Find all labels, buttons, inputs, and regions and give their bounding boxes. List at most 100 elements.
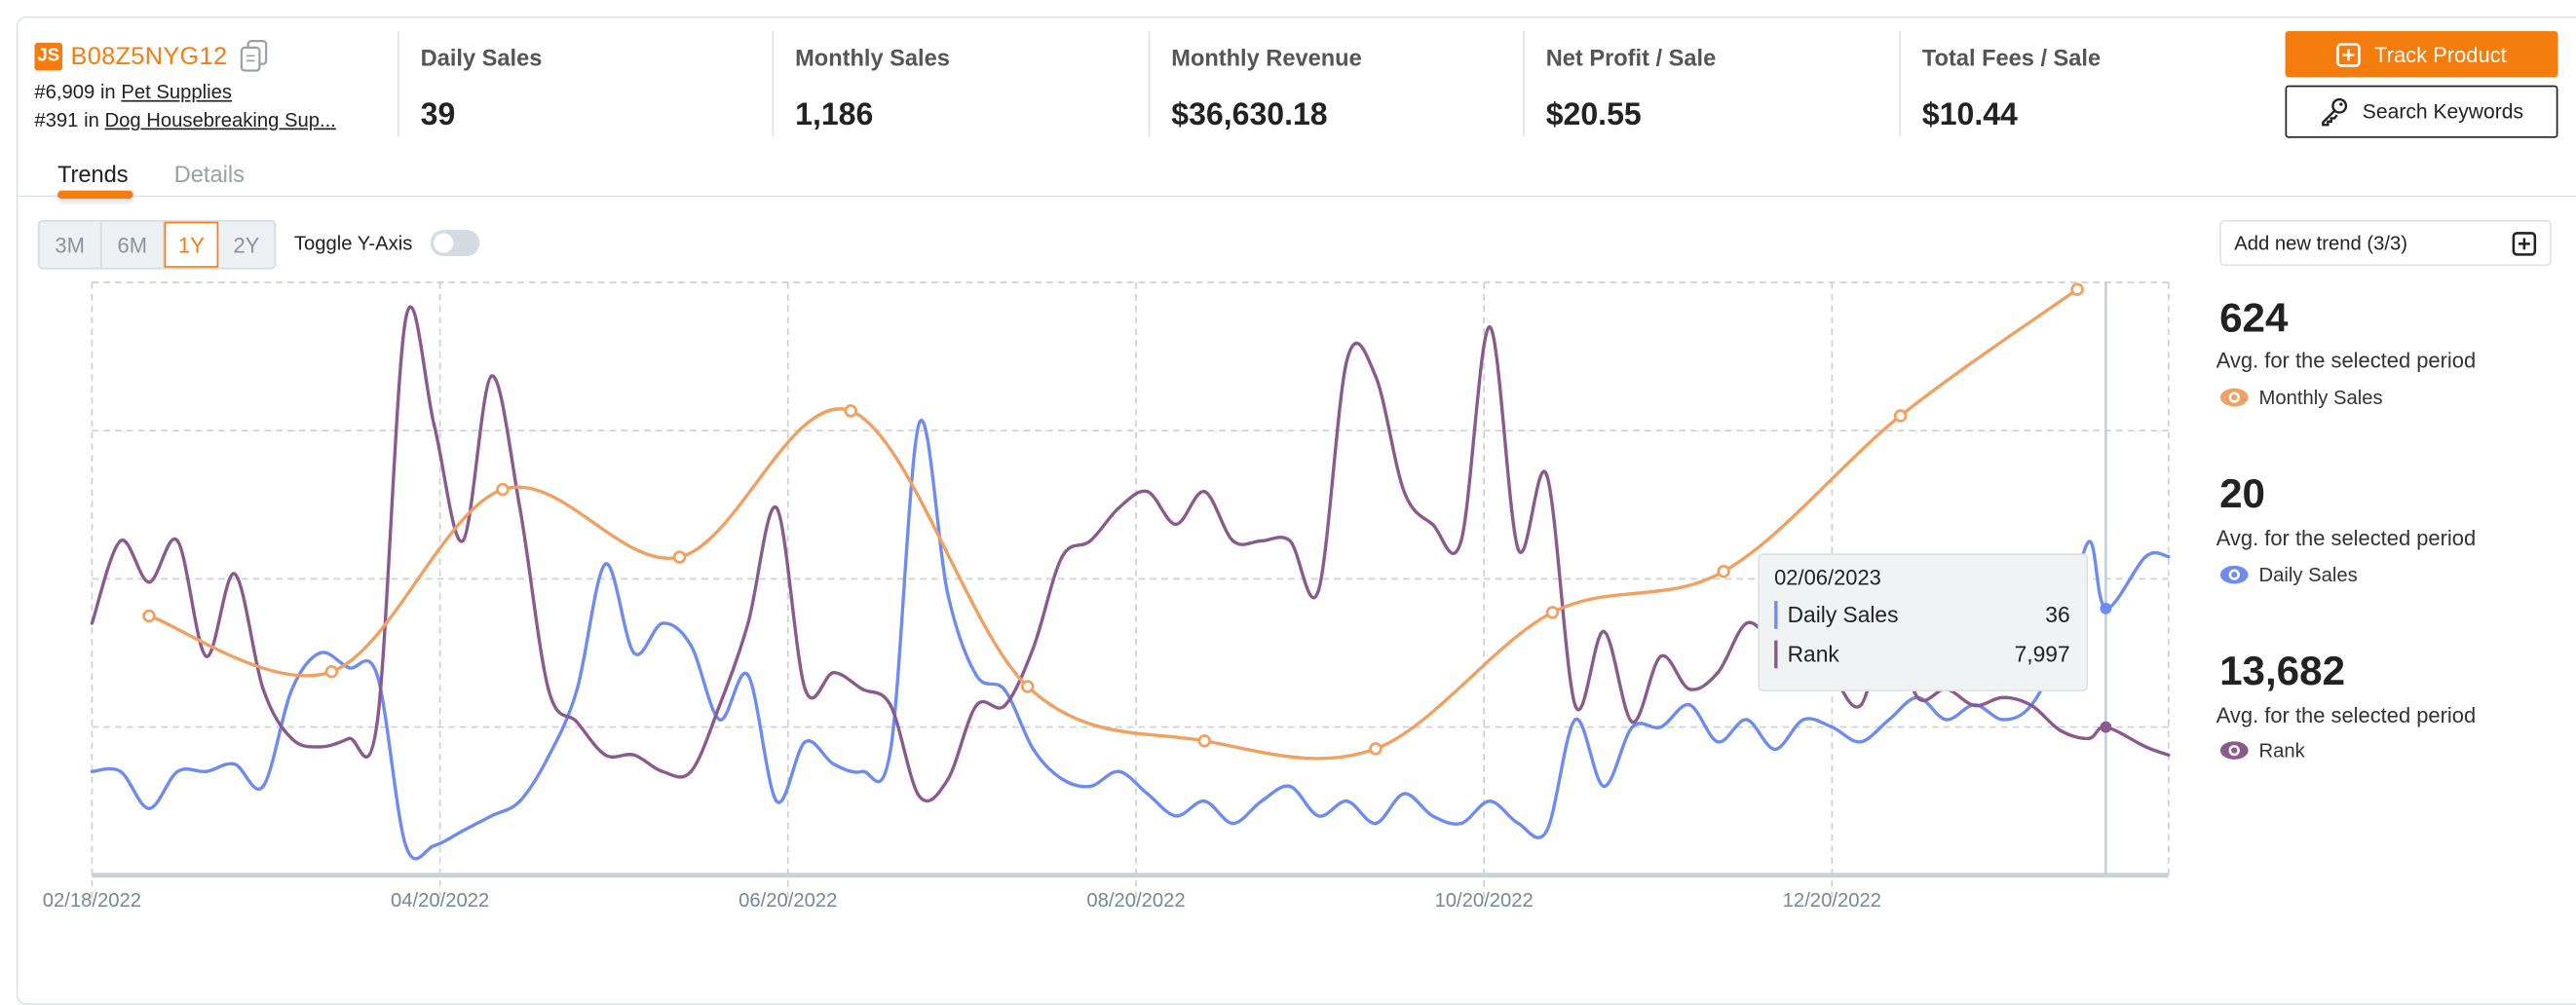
data-point-daily-sales [717, 718, 722, 722]
toggle-y-axis-switch[interactable] [430, 230, 480, 257]
toggle-y-axis-label: Toggle Y-Axis [293, 231, 413, 255]
data-point-daily-sales [1858, 740, 1863, 744]
data-point-rank [433, 424, 436, 428]
rank-in: in [99, 80, 116, 104]
data-point-rank [1117, 505, 1121, 510]
data-point-rank [1658, 654, 1663, 658]
hover-point-rank [2100, 721, 2112, 733]
header-divider [16, 195, 2576, 198]
data-point-rank [1402, 490, 1406, 494]
tooltip-row-rank: Rank 7,997 [1774, 640, 2070, 669]
data-point-daily-sales [175, 769, 179, 773]
data-point-daily-sales [1145, 792, 1150, 796]
data-point-daily-sales [147, 806, 151, 810]
data-point-monthly-sales [1893, 409, 1908, 423]
data-point-monthly-sales [1197, 734, 1211, 748]
data-point-rank [375, 720, 379, 725]
data-point-daily-sales [489, 814, 493, 818]
metric-monthly-sales: Monthly Sales 1,186 [772, 31, 1147, 136]
data-point-daily-sales [375, 673, 379, 677]
data-point-rank [175, 539, 179, 543]
data-point-rank [632, 753, 636, 757]
data-point-rank [974, 703, 978, 708]
add-trend-label: Add new trend (3/3) [2234, 231, 2407, 255]
data-point-daily-sales [1260, 799, 1264, 803]
track-product-button[interactable]: Track Product [2285, 31, 2558, 78]
series-line-daily-sales [92, 419, 2170, 861]
track-product-label: Track Product [2374, 41, 2507, 67]
data-point-daily-sales [2001, 718, 2005, 722]
data-point-daily-sales [1687, 703, 1691, 707]
data-point-rank [803, 687, 808, 691]
data-point-daily-sales [1231, 821, 1235, 826]
metric-monthly-revenue: Monthly Revenue $36,630.18 [1148, 31, 1523, 136]
legend-daily-sales[interactable]: Daily Sales [2219, 563, 2358, 586]
tab-details[interactable]: Details [173, 161, 245, 188]
x-tick-label: 08/20/2022 [1086, 888, 1186, 912]
data-point-daily-sales [775, 799, 778, 803]
metric-label: Monthly Revenue [1171, 44, 1362, 71]
data-point-rank [2001, 695, 2005, 699]
data-point-rank [575, 720, 579, 725]
data-point-daily-sales [1288, 784, 1292, 789]
legend-monthly-sales[interactable]: Monthly Sales [2219, 386, 2383, 409]
series-line-monthly-sales [148, 287, 2079, 761]
range-3m[interactable]: 3M [39, 221, 102, 268]
subcategory-link[interactable]: Dog Housebreaking Sup... [104, 108, 336, 131]
data-point-rank [1744, 621, 1749, 625]
data-point-daily-sales [1117, 769, 1121, 773]
data-point-monthly-sales [1545, 606, 1560, 619]
tooltip-date: 02/06/2023 [1774, 565, 1881, 590]
data-point-rank [1687, 687, 1691, 691]
data-point-daily-sales [1003, 688, 1006, 692]
data-point-rank [1716, 670, 1720, 675]
data-point-rank [1060, 555, 1064, 560]
data-point-rank [946, 777, 950, 782]
category-link[interactable]: Pet Supplies [121, 80, 232, 104]
eye-icon [2219, 741, 2249, 760]
data-point-rank [1003, 703, 1006, 708]
rank-value: #391 [34, 108, 79, 131]
legend-rank[interactable]: Rank [2219, 739, 2305, 762]
data-point-rank [1202, 490, 1206, 494]
data-point-daily-sales [831, 762, 836, 766]
range-2y[interactable]: 2Y [233, 232, 260, 257]
data-point-daily-sales [1088, 784, 1092, 789]
trends-chart[interactable] [0, 0, 2202, 943]
data-point-daily-sales [575, 688, 579, 692]
js-logo: JS [34, 41, 63, 70]
range-6m[interactable]: 6M [102, 221, 165, 268]
data-point-rank [860, 687, 864, 691]
x-tick-label: 04/20/2022 [390, 888, 490, 912]
metric-value: $10.44 [1921, 98, 2018, 133]
data-point-rank [1345, 357, 1349, 362]
add-new-trend-button[interactable]: Add new trend (3/3) [2219, 219, 2552, 267]
data-point-rank [90, 621, 95, 625]
data-point-rank [1459, 539, 1463, 543]
key-icon [2322, 97, 2348, 127]
eye-icon [2219, 565, 2249, 584]
data-point-monthly-sales [142, 609, 156, 623]
data-point-rank [119, 539, 123, 543]
data-point-rank [917, 794, 922, 799]
metric-daily-sales: Daily Sales 39 [398, 31, 772, 136]
data-point-rank [204, 654, 208, 658]
search-keywords-button[interactable]: Search Keywords [2285, 85, 2558, 138]
data-point-daily-sales [1430, 814, 1435, 818]
data-point-rank [717, 703, 722, 708]
data-point-rank [461, 539, 465, 543]
data-point-rank [233, 572, 237, 576]
data-point-rank [1488, 324, 1492, 329]
data-point-rank [1573, 703, 1577, 708]
range-1y[interactable]: 1Y [164, 221, 219, 268]
asin-text[interactable]: B08Z5NYG12 [70, 41, 228, 70]
copy-icon[interactable] [241, 39, 270, 72]
data-point-rank [889, 703, 892, 708]
data-point-daily-sales [347, 666, 351, 670]
data-point-rank [746, 621, 750, 625]
data-point-daily-sales [1402, 792, 1406, 796]
tab-trends[interactable]: Trends [57, 161, 129, 188]
data-point-rank [2029, 703, 2033, 708]
data-point-daily-sales [1031, 747, 1036, 752]
data-point-monthly-sales [1369, 742, 1383, 756]
